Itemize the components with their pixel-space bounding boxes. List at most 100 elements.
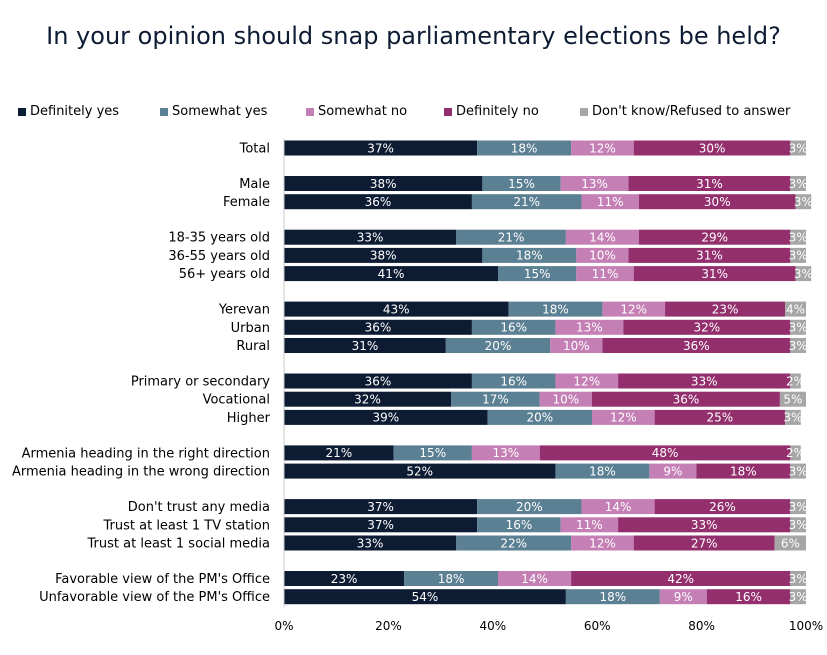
bar-segment [471, 445, 540, 461]
bar-segment [785, 301, 806, 317]
data-label: 32% [693, 321, 720, 335]
bar-segment [539, 445, 791, 461]
bar-segment [471, 319, 556, 335]
bar-segment [284, 194, 472, 210]
bar-segment [498, 571, 572, 586]
data-label: 3% [783, 411, 802, 425]
bar-segment [482, 176, 561, 191]
bar-segment [618, 517, 791, 533]
bar-segment [790, 373, 801, 389]
data-label: 12% [589, 141, 616, 155]
bar-segment [284, 571, 405, 586]
data-label: 27% [691, 536, 718, 550]
bar-segment [633, 266, 796, 282]
bar-segment [560, 176, 629, 191]
row-label: Vocational [203, 393, 270, 408]
bar-segment [696, 463, 791, 479]
data-label: 12% [573, 374, 600, 388]
bar-segment [284, 499, 478, 515]
bar-segment [790, 571, 806, 586]
data-label: 30% [704, 195, 731, 209]
bar-segment [456, 229, 566, 245]
bar-segment [284, 301, 509, 317]
data-label: 31% [701, 267, 728, 281]
data-label: 52% [406, 464, 433, 478]
data-label: 3% [789, 177, 808, 191]
data-label: 2% [786, 446, 805, 460]
data-label: 11% [576, 518, 603, 532]
data-label: 11% [592, 267, 619, 281]
data-label: 9% [663, 464, 682, 478]
bar-segment [790, 338, 806, 353]
data-label: 3% [789, 141, 808, 155]
row-label: Trust at least 1 TV station [103, 518, 271, 533]
data-label: 20% [526, 411, 553, 425]
bar-segment [482, 247, 577, 263]
row-label: Primary or secondary [131, 375, 270, 390]
data-label: 15% [524, 267, 551, 281]
data-label: 3% [794, 195, 813, 209]
bar-segment [284, 445, 394, 461]
data-label: 12% [589, 536, 616, 550]
tick-label: 40% [479, 619, 506, 633]
data-label: 29% [701, 231, 728, 245]
bar-segment [555, 463, 650, 479]
bar-segment [602, 301, 666, 317]
data-label: 11% [597, 195, 624, 209]
data-label: 18% [511, 141, 538, 155]
data-label: 20% [485, 339, 512, 353]
data-label: 13% [576, 321, 603, 335]
data-label: 10% [563, 339, 590, 353]
bar-segment [456, 535, 572, 551]
bar-segment [571, 140, 634, 156]
bar-segment [795, 266, 812, 282]
bar-segment [477, 140, 572, 156]
data-label: 18% [589, 464, 616, 478]
legend-label: Don't know/Refused to answer [592, 104, 791, 119]
data-label: 16% [500, 321, 527, 335]
bar-segment [565, 589, 660, 605]
row-label: Rural [236, 339, 270, 354]
bar-segment [591, 391, 780, 407]
bar-segment [576, 266, 634, 282]
bar-segment [790, 176, 806, 191]
bar-segment [628, 247, 791, 263]
data-label: 18% [600, 590, 627, 604]
data-label: 23% [331, 572, 358, 586]
bar-segment [284, 247, 483, 263]
legend-item-somewhat-yes: Somewhat yes [160, 104, 267, 119]
legend-label: Definitely no [456, 104, 539, 119]
row-label: Unfavorable view of the PM's Office [39, 590, 270, 605]
row-label: Armenia heading in the right direction [22, 446, 270, 461]
bar-segment [790, 517, 806, 533]
row-label: 36-55 years old [168, 249, 270, 264]
data-label: 38% [370, 177, 397, 191]
legend-label: Definitely yes [30, 104, 120, 119]
row-label: Urban [231, 321, 270, 336]
legend-swatch [580, 107, 588, 116]
bar-segment [284, 373, 472, 389]
data-label: 3% [789, 249, 808, 263]
data-label: 2% [786, 374, 805, 388]
legend-swatch [160, 107, 168, 116]
bar-segment [560, 517, 619, 533]
bar-segment [477, 499, 582, 515]
bar-segment [550, 338, 603, 353]
data-label: 33% [357, 536, 384, 550]
row-label: Favorable view of the PM's Office [55, 572, 270, 587]
chart-title: In your opinion should snap parliamentar… [46, 22, 781, 50]
data-label: 23% [712, 302, 739, 316]
bar-segment [638, 194, 796, 210]
data-label: 39% [372, 411, 399, 425]
data-label: 36% [673, 393, 700, 407]
bar-segment [284, 229, 457, 245]
data-label: 18% [438, 572, 465, 586]
data-label: 21% [498, 231, 525, 245]
bar-segment [649, 463, 697, 479]
data-label: 5% [783, 393, 802, 407]
bar-segment [665, 301, 786, 317]
bar-segment [618, 373, 791, 389]
bar-segment [555, 319, 624, 335]
data-label: 20% [516, 500, 543, 514]
legend-label: Somewhat no [318, 104, 408, 119]
